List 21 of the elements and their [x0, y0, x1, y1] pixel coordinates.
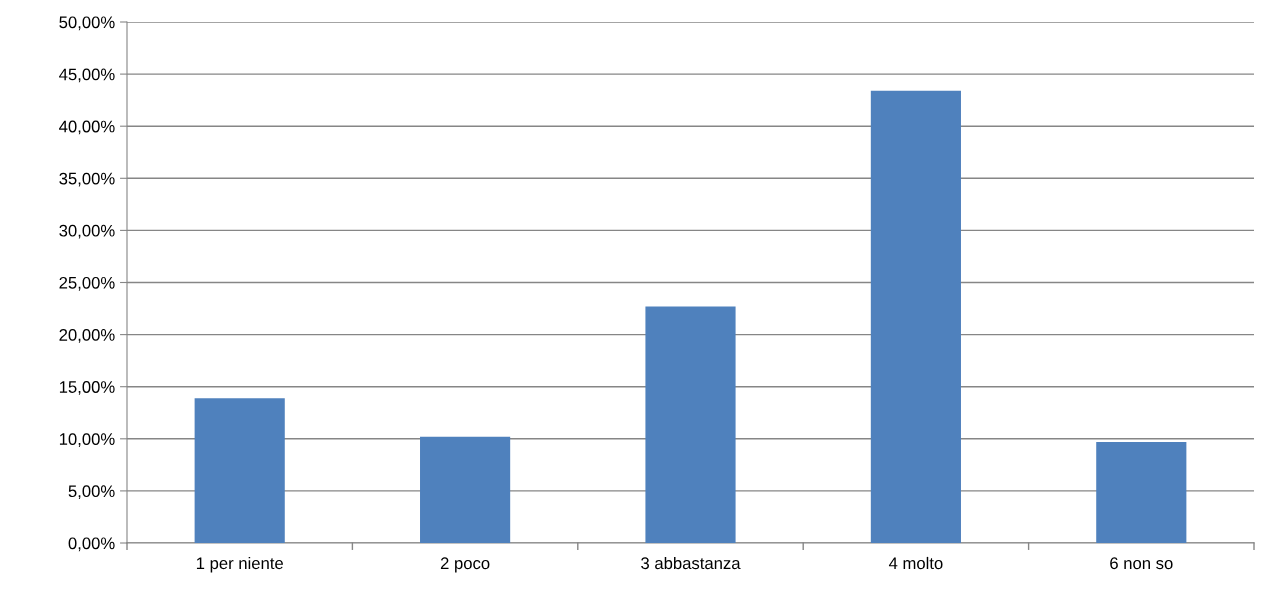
y-tick-label: 0,00% [68, 537, 115, 552]
y-tick-label: 20,00% [59, 329, 115, 343]
bar [870, 90, 961, 543]
y-tick-label: 5,00% [68, 485, 115, 500]
bar [194, 398, 285, 543]
bar [645, 306, 736, 543]
y-tick-label: 15,00% [59, 381, 115, 395]
y-tick-label: 10,00% [59, 433, 115, 447]
bar [420, 436, 511, 543]
x-tick-label: 6 non so [1110, 557, 1173, 570]
x-tick-label: 4 molto [888, 556, 943, 570]
x-tick-label: 2 poco [440, 557, 490, 573]
bar [1096, 441, 1187, 543]
y-tick-label: 30,00% [59, 224, 115, 239]
y-tick-label: 50,00% [59, 16, 115, 31]
y-tick-label: 25,00% [59, 276, 115, 291]
x-tick-label: 1 per niente [196, 556, 283, 573]
y-tick-label: 45,00% [59, 68, 115, 83]
y-tick-label: 40,00% [59, 120, 115, 135]
y-tick-label: 35,00% [59, 172, 115, 187]
x-tick-label: 3 abbastanza [641, 556, 741, 570]
